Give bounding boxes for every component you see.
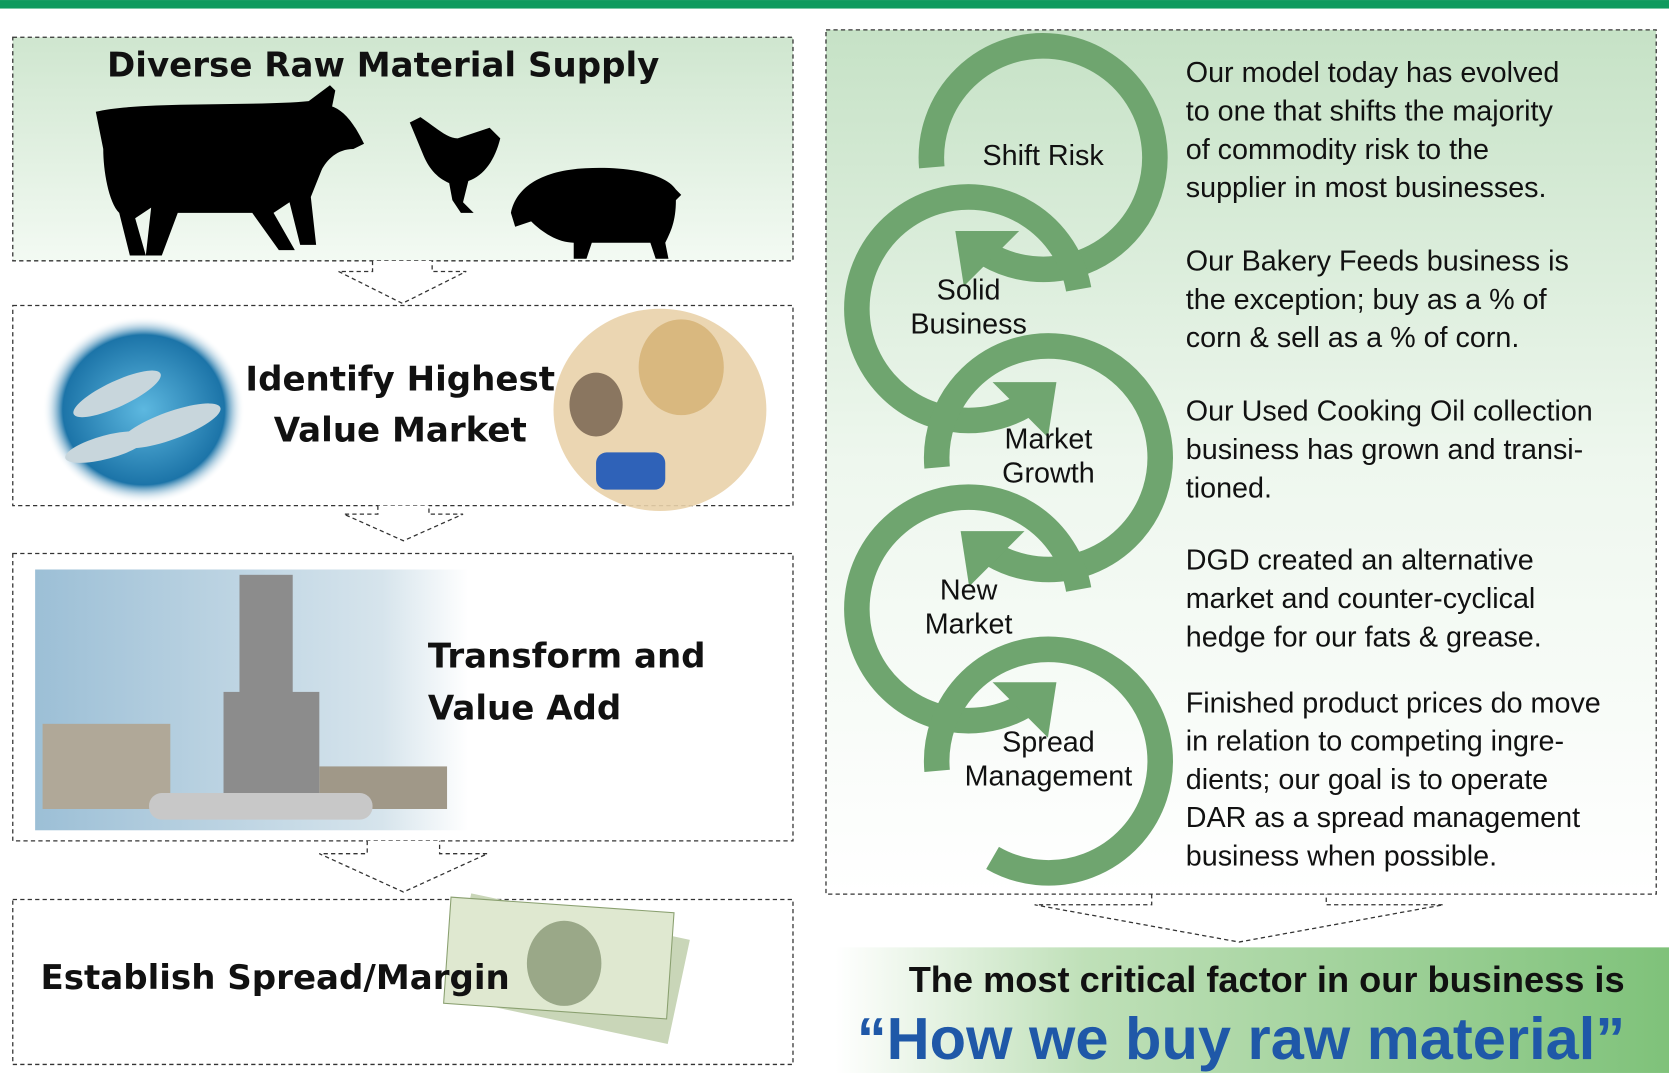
cycle-description: Our Used Cooking Oil collection [1186,396,1593,428]
step-title: Diverse Raw Material Supply [107,46,659,86]
cycle-description: business when possible. [1186,841,1497,873]
callout-bg [835,947,1669,1073]
cycle-description: DGD created an alternative [1186,545,1534,577]
step-title: Value Add [428,688,621,728]
cycle-label: Shift Risk [982,140,1104,172]
animal-silhouettes [95,85,682,259]
bowl [596,452,666,490]
cycle-label: Business [910,308,1027,340]
cycle-description: Our model today has evolved [1186,57,1560,89]
cycle-arrowhead [955,230,1020,287]
step-title: Value Market [274,411,527,451]
cycle-description: of commodity risk to the [1186,134,1489,166]
cycle-arcs [844,33,1173,886]
cycle-description: hedge for our fats & grease. [1186,621,1542,653]
cycle-bg [825,29,1657,895]
cycle-label: Market [1005,423,1093,455]
cycle-description: supplier in most businesses. [1186,172,1547,204]
cycle-arrowhead [960,531,1025,587]
step-box [12,304,794,507]
cycle-description: corn & sell as a % of corn. [1186,322,1520,354]
cycle-label: Solid [937,274,1001,306]
money-image [443,893,690,1044]
cycle-label: Management [965,761,1133,793]
cycle-arrowhead [992,682,1057,738]
step-title: Identify Highest [245,360,555,400]
cycle-description: dients; our goal is to operate [1186,764,1548,796]
down-arrows [319,260,1444,943]
cycle-label: New [940,574,998,606]
cycle-label: Spread [1002,727,1095,759]
cycle-arrowhead [992,382,1057,438]
dog [638,319,724,416]
cat [569,372,623,437]
cycle-description: DAR as a spread management [1186,802,1580,834]
cycle-box [825,29,1657,895]
cycle-description: Our Bakery Feeds business is [1186,246,1569,278]
callout-quote: “How we buy raw material” [857,1005,1625,1072]
cycle-description: business has grown and transi- [1186,434,1584,466]
cycle-label: Market [925,609,1013,641]
cycle-description: to one that shifts the majority [1186,95,1554,127]
plant [42,574,448,820]
top-rule [0,0,1669,9]
step-title: Establish Spread/Margin [40,958,509,998]
cycle-description: the exception; buy as a % of [1186,284,1548,316]
cycle-description: market and counter-cyclical [1186,583,1536,615]
cycle-arc [923,636,1173,886]
fish [65,370,221,463]
step-box [12,898,794,1066]
cycle-label: Growth [1002,457,1095,489]
step-box [12,36,794,262]
callout-lead: The most critical factor in our business… [909,959,1625,1000]
cycle-description: tioned. [1186,472,1272,504]
step-title: Transform and [428,636,706,676]
step-box [12,552,794,842]
cycle-description: in relation to competing ingre- [1186,726,1564,758]
cycle-description: Finished product prices do move [1186,687,1601,719]
